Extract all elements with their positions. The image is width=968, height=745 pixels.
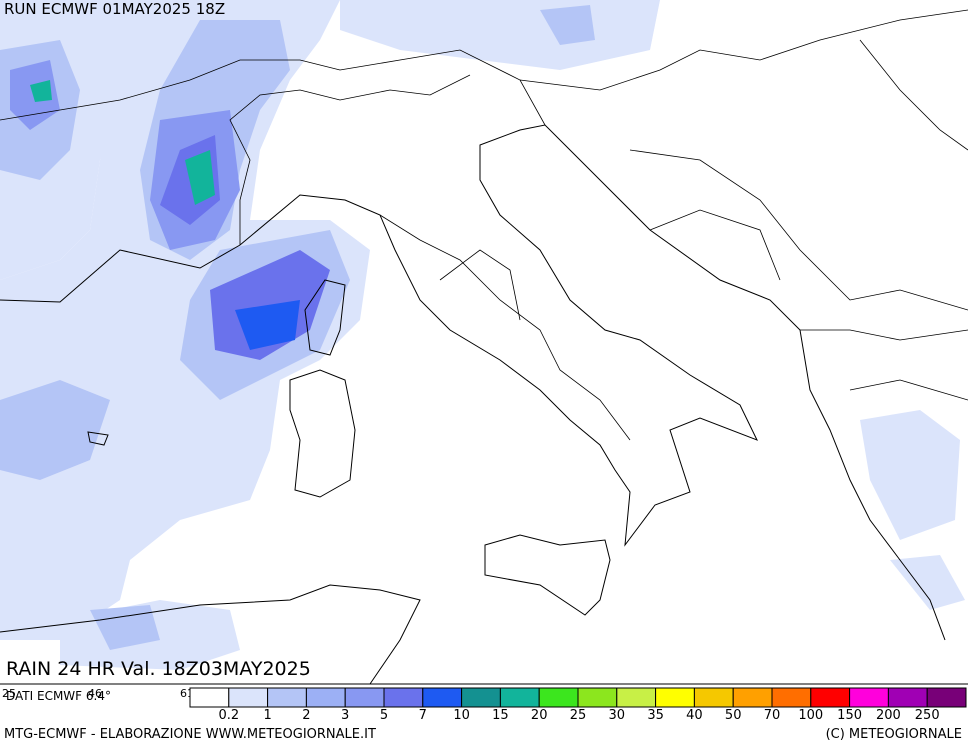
color-box xyxy=(732,687,773,708)
threshold-label: 35 xyxy=(647,708,664,723)
source-label: DATI ECMWF 6.4° xyxy=(6,689,111,703)
threshold-label: 10 xyxy=(453,708,470,723)
borders xyxy=(0,9,968,441)
run-label: RUN ECMWF 01MAY2025 18Z xyxy=(4,0,225,18)
threshold-label: 20 xyxy=(531,708,548,723)
precipitation xyxy=(0,0,965,670)
lon-label: 25 xyxy=(2,687,16,700)
color-box xyxy=(655,687,695,708)
map-title: RAIN 24 HR Val. 18Z03MAY2025 xyxy=(6,658,311,680)
threshold-label: 15 xyxy=(492,708,509,723)
threshold-label: 2 xyxy=(302,708,310,723)
color-box xyxy=(267,687,307,708)
threshold-label: 0.2 xyxy=(218,708,239,723)
lon-label: 46 xyxy=(88,687,102,700)
color-box xyxy=(344,687,385,708)
color-box xyxy=(461,687,501,708)
color-box xyxy=(926,687,967,708)
threshold-label: 3 xyxy=(341,708,349,723)
color-box xyxy=(499,687,540,708)
color-box xyxy=(887,687,928,708)
threshold-label: 5 xyxy=(380,708,388,723)
color-box xyxy=(771,687,812,708)
color-box xyxy=(383,687,424,708)
color-box xyxy=(228,687,269,708)
threshold-label: 25 xyxy=(570,708,587,723)
threshold-label: 150 xyxy=(837,708,862,723)
color-box xyxy=(616,687,657,708)
color-box xyxy=(810,687,851,708)
map: RUN ECMWF 01MAY2025 18Z RAIN 24 HR Val. … xyxy=(0,0,968,685)
color-box xyxy=(305,687,346,708)
legend: DATI ECMWF 6.4° 25 46 610.2 1 2 3 5 7 10 15 20 25 30… xyxy=(2,687,967,723)
footer-right: (C) METEOGIORNALE xyxy=(826,727,962,742)
threshold-label: 40 xyxy=(686,708,703,723)
color-box xyxy=(189,687,230,708)
threshold-label: 1 xyxy=(263,708,271,723)
color-box xyxy=(577,687,618,708)
threshold-label: 50 xyxy=(725,708,742,723)
color-box xyxy=(849,687,889,708)
threshold-label: 250 xyxy=(915,708,940,723)
threshold-label: 7 xyxy=(419,708,427,723)
coastlines xyxy=(0,124,946,685)
footer-left: MTG-ECMWF - ELABORAZIONE WWW.METEOGIORNA… xyxy=(4,727,376,742)
threshold-label: 100 xyxy=(798,708,823,723)
threshold-label: 30 xyxy=(609,708,626,723)
color-box xyxy=(538,687,579,708)
threshold-label: 200 xyxy=(876,708,901,723)
threshold-label: 70 xyxy=(764,708,781,723)
color-box xyxy=(693,687,734,708)
color-box xyxy=(422,687,463,708)
